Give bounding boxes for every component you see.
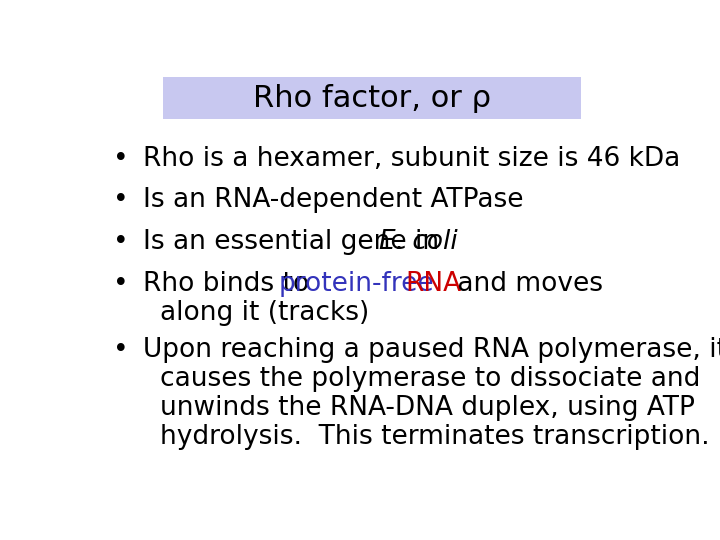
Text: •: • [113,337,128,363]
Text: causes the polymerase to dissociate and: causes the polymerase to dissociate and [160,366,700,392]
FancyBboxPatch shape [163,77,581,119]
Text: •: • [113,187,128,213]
Text: RNA: RNA [405,271,462,296]
Text: Rho factor, or ρ: Rho factor, or ρ [253,84,491,112]
Text: Rho binds to: Rho binds to [143,271,318,296]
Text: Is an RNA-dependent ATPase: Is an RNA-dependent ATPase [143,187,523,213]
Text: protein-free: protein-free [278,271,434,296]
Text: hydrolysis.  This terminates transcription.: hydrolysis. This terminates transcriptio… [160,424,709,450]
Text: Is an essential gene in: Is an essential gene in [143,229,448,255]
Text: Rho is a hexamer, subunit size is 46 kDa: Rho is a hexamer, subunit size is 46 kDa [143,146,680,172]
Text: •: • [113,146,128,172]
Text: along it (tracks): along it (tracks) [160,300,369,326]
Text: Upon reaching a paused RNA polymerase, it: Upon reaching a paused RNA polymerase, i… [143,337,720,363]
Text: unwinds the RNA-DNA duplex, using ATP: unwinds the RNA-DNA duplex, using ATP [160,395,695,421]
Text: •: • [113,271,128,296]
Text: •: • [113,229,128,255]
Text: and moves: and moves [449,271,603,296]
Text: E. coli: E. coli [379,229,458,255]
